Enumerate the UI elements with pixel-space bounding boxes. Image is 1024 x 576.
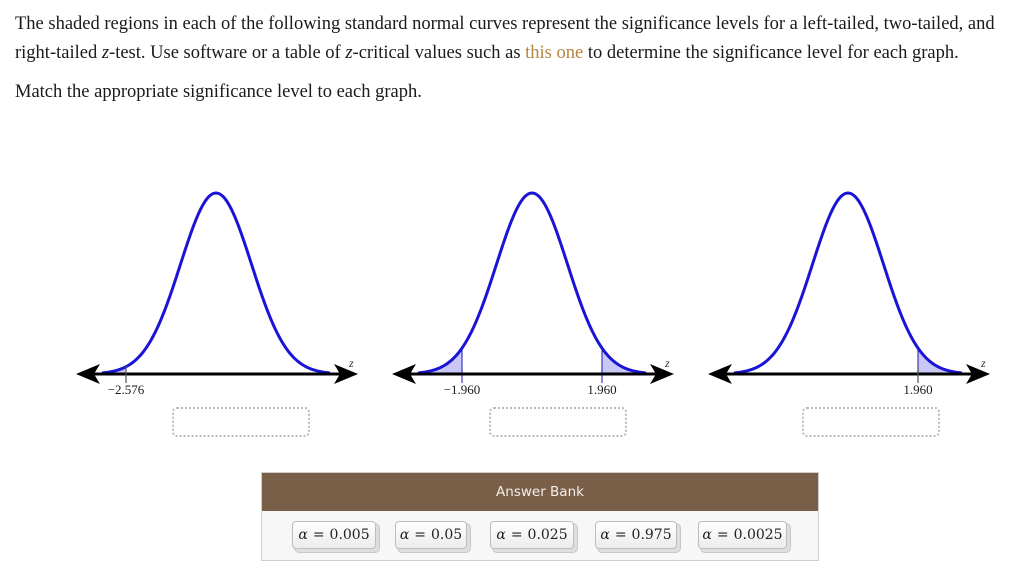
match-instruction: Match the appropriate significance level… — [15, 82, 422, 102]
answer-drop-zone-two-tailed[interactable] — [489, 407, 627, 437]
answer-bank-items: α = 0.005 α = 0.05 α = 0.025 α = 0.975 α = 0.0025 — [262, 511, 818, 561]
answer-drop-zone-right-tailed[interactable] — [802, 407, 940, 437]
shaded-region-right — [602, 348, 646, 374]
arrow-right-icon — [650, 364, 674, 384]
graph-two-tailed: z −1.960 1.960 — [382, 180, 682, 397]
arrow-left-icon — [76, 364, 100, 384]
normal-curve — [101, 191, 331, 375]
graph-left-tailed: z −2.576 — [66, 180, 366, 397]
normal-curve-right-tailed: z — [708, 191, 990, 384]
tick-label: −2.576 — [107, 382, 145, 397]
z-axis-label: z — [980, 356, 986, 370]
arrow-left-icon — [392, 364, 416, 384]
answer-chip[interactable]: α = 0.975 — [595, 521, 677, 549]
question-text: The shaded regions in each of the follow… — [15, 10, 1015, 107]
normal-curve-left-tailed: z — [76, 191, 358, 384]
answer-bank: Answer Bank α = 0.005 α = 0.05 α = 0.025 α = 0.9… — [261, 472, 819, 561]
graph-right-tailed: z 1.960 — [698, 180, 998, 397]
normal-curve — [417, 191, 647, 375]
tick-label: 1.960 — [587, 382, 617, 397]
answer-bank-header: Answer Bank — [262, 473, 818, 511]
shaded-region-left — [102, 366, 126, 374]
arrow-right-icon — [966, 364, 990, 384]
answer-chip[interactable]: α = 0.0025 — [698, 521, 787, 549]
arrow-left-icon — [708, 364, 732, 384]
z-axis-label: z — [664, 356, 670, 370]
answer-chip[interactable]: α = 0.025 — [490, 521, 574, 549]
normal-curve — [733, 191, 963, 375]
shaded-region-left — [418, 348, 462, 374]
answer-drop-zone-left-tailed[interactable] — [172, 407, 310, 437]
arrow-right-icon — [334, 364, 358, 384]
tick-label: 1.960 — [903, 382, 933, 397]
z-table-link[interactable]: this one — [525, 43, 584, 63]
answer-chip[interactable]: α = 0.005 — [292, 521, 376, 549]
normal-curve-two-tailed: z — [392, 191, 674, 384]
shaded-region-right — [918, 348, 962, 374]
z-axis-label: z — [348, 356, 354, 370]
tick-label: −1.960 — [443, 382, 481, 397]
answer-chip[interactable]: α = 0.05 — [395, 521, 467, 549]
instructions-paragraph: The shaded regions in each of the follow… — [15, 14, 995, 63]
